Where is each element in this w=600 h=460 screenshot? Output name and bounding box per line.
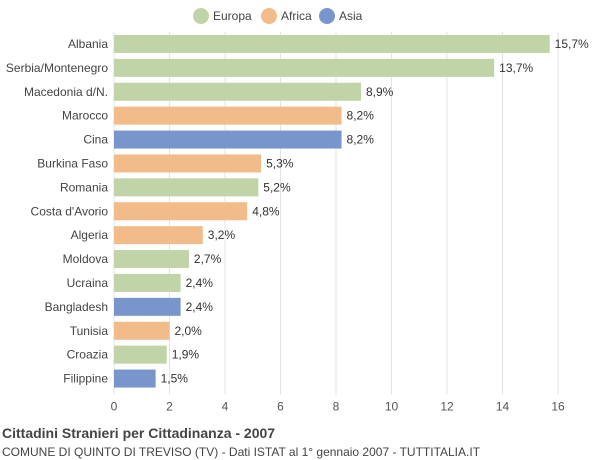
legend-label-africa: Africa — [281, 9, 312, 23]
x-tick-label: 12 — [440, 400, 454, 414]
value-label: 3,2% — [208, 228, 236, 242]
value-label: 2,0% — [175, 324, 203, 338]
x-axis-ticks: 0 2 4 6 8 10 12 14 16 — [111, 400, 565, 414]
value-labels: 15,7% 13,7% 8,9% 8,2% 8,2% 5,3% 5,2% 4,8% 3,2% 2,… — [161, 37, 589, 386]
value-label: 5,3% — [266, 156, 294, 170]
category-label: Ucraina — [67, 276, 109, 290]
x-tick-label: 0 — [111, 400, 118, 414]
value-label: 2,7% — [194, 252, 222, 266]
bar-filippine — [114, 369, 156, 388]
category-label: Moldova — [63, 252, 109, 266]
bar-burkina-faso — [114, 154, 262, 173]
value-label: 13,7% — [499, 61, 533, 75]
category-label: Romania — [60, 180, 108, 194]
category-label: Costa d'Avorio — [31, 204, 109, 218]
legend-label-europa: Europa — [213, 9, 252, 23]
value-label: 8,9% — [366, 85, 394, 99]
category-label: Bangladesh — [45, 300, 108, 314]
value-label: 8,2% — [347, 109, 375, 123]
value-label: 1,9% — [172, 348, 200, 362]
x-tick-label: 2 — [166, 400, 173, 414]
legend: Europa Africa Asia — [193, 8, 363, 24]
x-tick-label: 14 — [496, 400, 510, 414]
bar-tunisia — [114, 321, 170, 340]
bar-croazia — [114, 345, 167, 364]
bar-bangladesh — [114, 297, 181, 316]
category-label: Burkina Faso — [37, 156, 108, 170]
chart-title: Cittadini Stranieri per Cittadinanza - 2… — [2, 425, 276, 441]
legend-label-asia: Asia — [339, 9, 363, 23]
chart-subtitle: COMUNE DI QUINTO DI TREVISO (TV) - Dati … — [2, 445, 481, 459]
value-label: 8,2% — [347, 133, 375, 147]
value-label: 5,2% — [263, 180, 291, 194]
value-label: 2,4% — [186, 300, 214, 314]
bar-romania — [114, 178, 259, 197]
value-label: 1,5% — [161, 372, 189, 386]
category-label: Serbia/Montenegro — [6, 61, 108, 75]
bar-moldova — [114, 250, 189, 269]
bars — [114, 34, 550, 388]
category-label: Tunisia — [70, 324, 109, 338]
legend-marker-africa — [261, 8, 277, 24]
x-tick-label: 16 — [551, 400, 565, 414]
bar-serbia-montenegro — [114, 58, 495, 77]
category-label: Algeria — [71, 228, 109, 242]
value-label: 4,8% — [252, 204, 280, 218]
x-tick-label: 6 — [277, 400, 284, 414]
bar-chart: Europa Africa Asia Albania Serbia/Montenegr… — [6, 8, 589, 414]
bar-macedonia-d-n — [114, 82, 361, 101]
x-tick-label: 8 — [333, 400, 340, 414]
value-label: 2,4% — [186, 276, 214, 290]
category-label: Filippine — [63, 372, 108, 386]
category-labels: Albania Serbia/Montenegro Macedonia d/N. Ma… — [6, 37, 108, 386]
legend-marker-asia — [319, 8, 335, 24]
bar-algeria — [114, 226, 203, 245]
category-label: Marocco — [62, 109, 108, 123]
value-label: 15,7% — [555, 37, 589, 51]
category-label: Croazia — [67, 348, 109, 362]
x-tick-label: 10 — [385, 400, 399, 414]
bar-marocco — [114, 106, 342, 125]
legend-marker-europa — [193, 8, 209, 24]
bar-ucraina — [114, 273, 181, 292]
category-label: Cina — [83, 133, 108, 147]
bar-albania — [114, 34, 550, 53]
category-label: Albania — [68, 37, 108, 51]
bar-costa-d-avorio — [114, 202, 248, 221]
category-label: Macedonia d/N. — [24, 85, 108, 99]
x-tick-label: 4 — [222, 400, 229, 414]
bar-cina — [114, 130, 342, 149]
